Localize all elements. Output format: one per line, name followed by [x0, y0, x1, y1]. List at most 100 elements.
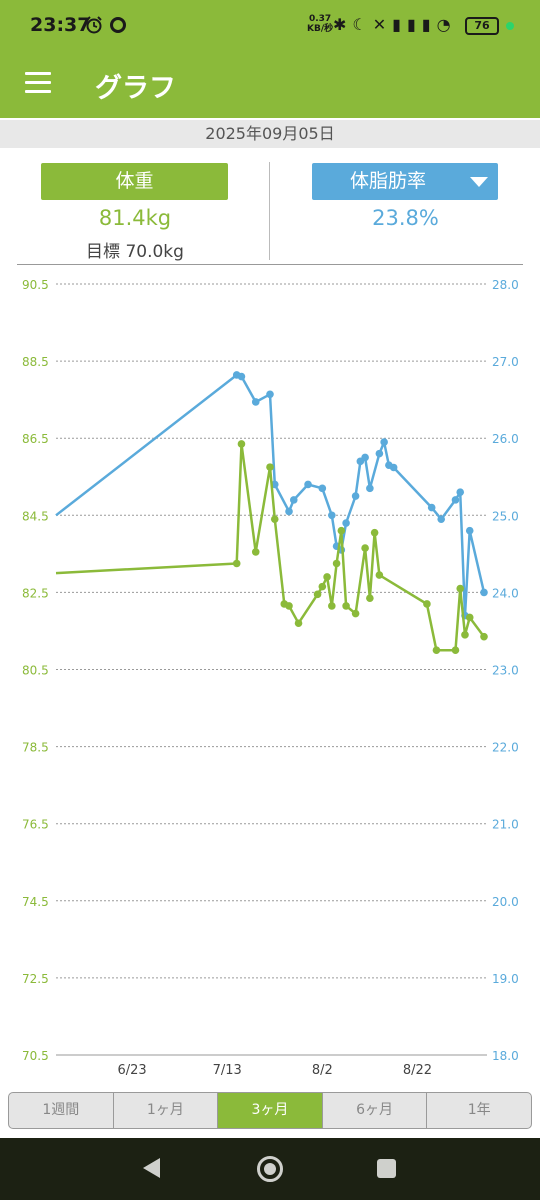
weight-data-point [294, 619, 303, 628]
left-tick-label: 86.5 [22, 432, 49, 446]
left-tick-label: 80.5 [22, 664, 49, 678]
body-fat-data-point [251, 398, 260, 406]
weight-data-point [232, 559, 241, 568]
body-fat-data-point [480, 588, 488, 597]
body-fat-data-point [342, 519, 350, 527]
body-fat-dropdown[interactable]: 体脂肪率 [312, 163, 498, 200]
weight-data-point [313, 590, 322, 599]
weight-button[interactable]: 体重 [41, 163, 228, 200]
back-icon[interactable] [143, 1158, 160, 1178]
weight-data-point [451, 646, 460, 655]
app-bar: グラフ [0, 54, 540, 118]
body-fat-data-point [351, 492, 360, 500]
chevron-down-icon [470, 177, 488, 187]
network-speed: 0.37 KB/秒 [307, 14, 333, 34]
left-tick-label: 88.5 [22, 355, 49, 369]
tab-1-year[interactable]: 1年 [467, 1102, 491, 1118]
right-tick-label: 27.0 [492, 355, 519, 369]
body-fat-data-point [318, 484, 327, 493]
body-fat-data-point [465, 526, 474, 535]
left-tick-label: 70.5 [22, 1049, 49, 1063]
tab-6-months[interactable]: 6ヶ月 [323, 1093, 428, 1128]
panel-divider [269, 162, 270, 260]
right-tick-label: 20.0 [492, 895, 519, 909]
left-tick-label: 90.5 [22, 278, 49, 292]
right-tick-label: 22.0 [492, 741, 519, 755]
network-speed-unit: KB/秒 [307, 24, 334, 34]
body-fat-data-point [366, 484, 374, 493]
system-nav-bar [0, 1138, 540, 1200]
weight-data-point [342, 602, 350, 610]
weight-data-point [370, 528, 379, 537]
weight-data-point [432, 646, 441, 655]
weight-fat-chart: 90.5 28.0 88.5 27.0 86.5 26.0 84.5 25.0 82.5 24.0… [22, 278, 519, 1078]
right-tick-label: 18.0 [492, 1049, 519, 1063]
body-fat-series-line [55, 373, 486, 617]
weight-data-point [366, 594, 374, 602]
privacy-indicator-dot [506, 22, 514, 30]
left-tick-label: 78.5 [22, 741, 49, 755]
left-tick-label: 74.5 [22, 895, 49, 909]
body-fat-data-point [456, 488, 465, 496]
app-title: グラフ [95, 73, 176, 104]
ring-icon [110, 17, 126, 33]
weight-data-point [323, 573, 331, 581]
weight-data-point [480, 632, 488, 641]
body-fat-data-point [304, 480, 312, 489]
status-time: 23:37 [30, 14, 91, 36]
tab-1-month[interactable]: 1ヶ月 [114, 1093, 219, 1128]
status-icons: ✱☾✕▮▮▮◔ [333, 15, 457, 34]
weight-data-point [461, 631, 469, 639]
recent-apps-icon[interactable] [377, 1159, 396, 1178]
x-tick-label: 7/13 [213, 1063, 242, 1078]
x-tick-label: 8/22 [403, 1063, 432, 1078]
weight-data-point [337, 526, 346, 535]
left-tick-label: 72.5 [22, 972, 49, 986]
hamburger-menu-icon[interactable] [25, 72, 51, 94]
right-tick-label: 25.0 [492, 509, 519, 523]
left-tick-label: 84.5 [22, 509, 49, 523]
body-fat-data-point [380, 438, 388, 446]
weight-panel: 体重 81.4kg 目標 70.0kg [0, 150, 270, 262]
body-fat-data-point [427, 503, 436, 512]
body-fat-data-point [289, 496, 298, 504]
weight-data-point [251, 548, 260, 556]
status-bar: 23:37 0.37 KB/秒 ✱☾✕▮▮▮◔ 76 [0, 0, 540, 54]
body-fat-value: 23.8% [372, 206, 439, 230]
chart-top-border [17, 264, 523, 265]
body-fat-data-point [451, 496, 460, 504]
tab-1-week[interactable]: 1週間 [9, 1093, 114, 1128]
alarm-icon [86, 16, 102, 34]
tab-3-months[interactable]: 3ヶ月 [218, 1093, 323, 1128]
network-speed-value: 0.37 [308, 14, 332, 24]
body-fat-data-point [389, 463, 398, 472]
weight-data-point [456, 584, 465, 593]
body-fat-data-point [266, 390, 274, 399]
weight-data-point [328, 602, 336, 610]
weight-data-point [237, 440, 246, 448]
body-fat-data-point [328, 511, 336, 520]
left-tick-label: 82.5 [22, 586, 49, 600]
body-fat-data-point [375, 449, 384, 458]
body-fat-data-point [437, 515, 446, 523]
home-icon[interactable] [257, 1156, 283, 1182]
x-tick-label: 6/23 [117, 1063, 146, 1078]
date-label: 2025年09月05日 [0, 120, 540, 148]
weight-data-point [266, 463, 274, 471]
range-tabs: 1週間 1ヶ月 3ヶ月 6ヶ月 1年 [8, 1092, 532, 1129]
weight-data-point [375, 571, 384, 579]
weight-data-point [332, 559, 341, 568]
body-fat-data-point [285, 507, 293, 516]
body-fat-data-point [237, 372, 246, 381]
weight-data-point [270, 515, 279, 523]
right-tick-label: 24.0 [492, 586, 519, 600]
right-tick-label: 23.0 [492, 664, 519, 678]
body-fat-label: 体脂肪率 [350, 170, 427, 192]
right-tick-label: 28.0 [492, 278, 519, 292]
battery-icon: 76 [465, 17, 499, 35]
weight-data-point [361, 544, 369, 552]
weight-data-point [423, 600, 431, 608]
x-tick-label: 8/2 [312, 1063, 333, 1078]
left-tick-label: 76.5 [22, 818, 49, 832]
weight-data-point [318, 582, 327, 591]
